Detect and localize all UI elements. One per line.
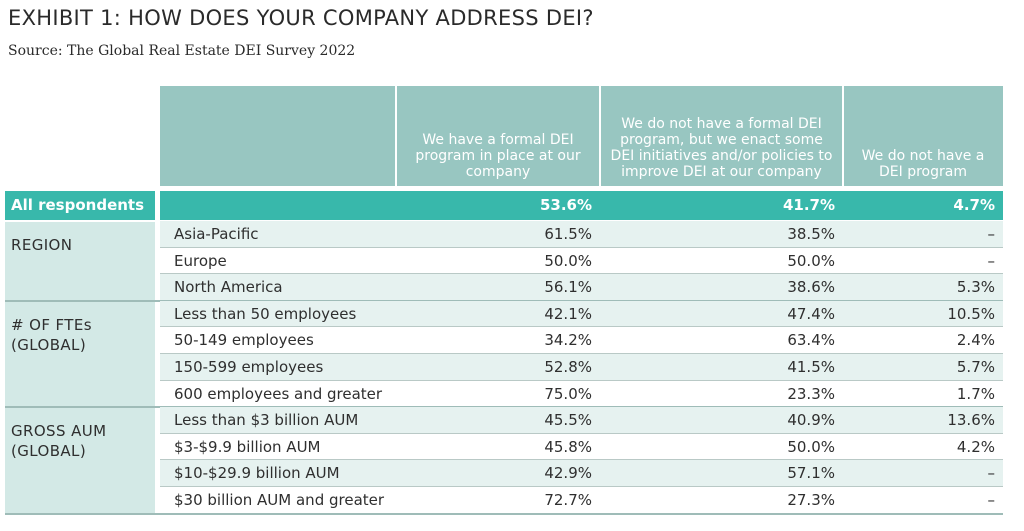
row-value: 41.5% bbox=[787, 358, 835, 376]
row-value: 50.0% bbox=[544, 251, 592, 270]
row-label: $3-$9.9 billion AUM bbox=[174, 437, 321, 456]
row-label: Asia-Pacific bbox=[174, 225, 259, 243]
row-divider bbox=[160, 486, 1003, 487]
table-row bbox=[160, 327, 1003, 354]
column-header-3: We do not have a DEI program bbox=[861, 148, 985, 180]
row-divider bbox=[160, 379, 1003, 381]
group-label-bg bbox=[5, 301, 155, 407]
row-divider bbox=[160, 432, 1003, 434]
row-value: 63.4% bbox=[787, 331, 835, 350]
table-row bbox=[160, 433, 1003, 461]
row-value: 52.8% bbox=[544, 358, 592, 376]
row-value: 40.9% bbox=[787, 411, 835, 430]
header-separator bbox=[842, 86, 844, 186]
all-respondents-label: All respondents bbox=[11, 196, 145, 214]
all-respondents-value: 41.7% bbox=[782, 196, 835, 214]
row-value: 42.9% bbox=[544, 464, 592, 483]
row-value: – bbox=[987, 491, 996, 509]
row-divider bbox=[160, 273, 1003, 275]
group-label: REGION bbox=[11, 236, 73, 254]
row-label: North America bbox=[174, 278, 283, 297]
row-divider bbox=[160, 353, 1003, 354]
row-value: 61.5% bbox=[544, 225, 592, 243]
group-label: # OF FTEs (GLOBAL) bbox=[11, 315, 92, 354]
table-row bbox=[160, 300, 1003, 328]
row-value: 27.3% bbox=[787, 491, 835, 509]
header-separator bbox=[599, 86, 601, 186]
group-label: GROSS AUM (GLOBAL) bbox=[11, 422, 107, 461]
group-divider bbox=[5, 512, 1003, 515]
row-label: 150-599 employees bbox=[174, 358, 324, 376]
row-label: Europe bbox=[174, 251, 227, 270]
row-value: 38.6% bbox=[787, 278, 835, 297]
row-value: – bbox=[987, 464, 996, 483]
source-note: Source: The Global Real Estate DEI Surve… bbox=[8, 43, 356, 59]
table-row bbox=[160, 354, 1003, 381]
all-respondents-value: 53.6% bbox=[539, 196, 592, 214]
table-row bbox=[160, 460, 1003, 487]
column-header-2: We do not have a formal DEI program, but… bbox=[610, 116, 833, 180]
row-label: Less than $3 billion AUM bbox=[174, 411, 359, 430]
row-value: 4.2% bbox=[956, 437, 995, 456]
all-respondents-gap bbox=[155, 191, 160, 220]
row-value: 45.8% bbox=[544, 437, 592, 456]
row-value: 34.2% bbox=[544, 331, 592, 350]
group-label-bg bbox=[5, 408, 155, 513]
row-label: 600 employees and greater bbox=[174, 384, 383, 403]
row-value: 47.4% bbox=[787, 304, 835, 323]
row-value: 50.0% bbox=[787, 251, 835, 270]
row-value: 13.6% bbox=[947, 411, 995, 430]
table-row bbox=[160, 221, 1003, 248]
row-value: 56.1% bbox=[544, 278, 592, 297]
row-label: Less than 50 employees bbox=[174, 304, 357, 323]
row-divider bbox=[160, 459, 1003, 461]
row-label: $30 billion AUM and greater bbox=[174, 491, 385, 509]
row-value: 50.0% bbox=[787, 437, 835, 456]
row-value: 5.3% bbox=[956, 278, 995, 297]
row-value: 38.5% bbox=[787, 225, 835, 243]
header-separator bbox=[395, 86, 397, 186]
row-label: 50-149 employees bbox=[174, 331, 314, 350]
row-value: 57.1% bbox=[787, 464, 835, 483]
row-value: 10.5% bbox=[947, 304, 995, 323]
table-row bbox=[160, 487, 1003, 514]
row-value: – bbox=[987, 251, 996, 270]
group-label-bg bbox=[5, 222, 155, 300]
row-value: 5.7% bbox=[956, 358, 995, 376]
column-header-1: We have a formal DEI program in place at… bbox=[415, 132, 581, 180]
row-value: – bbox=[987, 225, 996, 243]
row-value: 2.4% bbox=[956, 331, 995, 350]
row-value: 45.5% bbox=[544, 411, 592, 430]
row-divider bbox=[160, 246, 1003, 248]
row-value: 75.0% bbox=[544, 384, 592, 403]
row-divider bbox=[160, 326, 1003, 328]
row-label: $10-$29.9 billion AUM bbox=[174, 464, 340, 483]
table-row bbox=[160, 247, 1003, 275]
all-respondents-band bbox=[5, 191, 1003, 220]
header-band bbox=[160, 86, 1003, 186]
table-row bbox=[160, 274, 1003, 301]
all-respondents-value: 4.7% bbox=[953, 196, 995, 214]
row-value: 1.7% bbox=[956, 384, 995, 403]
row-value: 23.3% bbox=[787, 384, 835, 403]
table-row bbox=[160, 380, 1003, 408]
row-value: 42.1% bbox=[544, 304, 592, 323]
exhibit-title: EXHIBIT 1: HOW DOES YOUR COMPANY ADDRESS… bbox=[8, 6, 594, 30]
table-row bbox=[160, 407, 1003, 434]
row-value: 72.7% bbox=[544, 491, 592, 509]
